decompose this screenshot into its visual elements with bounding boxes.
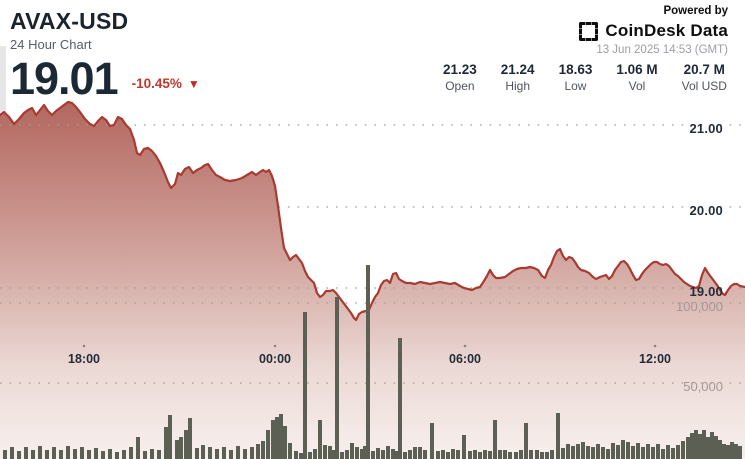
chart-subtitle: 24 Hour Chart — [10, 37, 92, 52]
stat-vol: 1.06 M Vol — [616, 62, 657, 93]
ohlcv-stats: 21.23 Open 21.24 High 18.63 Low 1.06 M V… — [443, 62, 727, 93]
brand-name: CoinDesk Data — [605, 21, 728, 40]
coindesk-logo-icon — [579, 21, 599, 41]
stat-open-value: 21.23 — [443, 62, 477, 77]
symbol-title: AVAX-USD — [10, 8, 129, 34]
powered-by-label: Powered by — [663, 5, 728, 17]
stat-high: 21.24 High — [501, 62, 535, 93]
header-right: Powered by CoinDesk Data 13 Jun 2025 14:… — [579, 5, 728, 56]
price-change-percent: -10.45% — [131, 76, 182, 91]
stat-open: 21.23 Open — [443, 62, 477, 93]
stat-open-label: Open — [445, 79, 475, 93]
current-price: 19.01 — [10, 53, 119, 104]
stat-high-value: 21.24 — [500, 62, 535, 77]
stat-vol-usd: 20.7 M Vol USD — [682, 62, 727, 93]
stat-vol-label: Vol — [628, 79, 646, 93]
stat-vol-value: 1.06 M — [616, 62, 658, 77]
stat-vol-usd-value: 20.7 M — [683, 62, 725, 77]
stat-low-label: Low — [564, 79, 587, 93]
price-row: 19.01 -10.45% ▼ — [10, 56, 200, 101]
stat-vol-usd-label: Vol USD — [681, 79, 727, 93]
brand-row[interactable]: CoinDesk Data — [579, 21, 728, 41]
stat-low-value: 18.63 — [558, 62, 593, 77]
stat-high-label: High — [505, 79, 531, 93]
stat-low: 18.63 Low — [559, 62, 593, 93]
header-left: AVAX-USD 24 Hour Chart 19.01 -10.45% ▼ — [10, 8, 200, 101]
timestamp: 13 Jun 2025 14:53 (GMT) — [596, 44, 728, 56]
price-down-arrow-icon: ▼ — [187, 77, 200, 91]
